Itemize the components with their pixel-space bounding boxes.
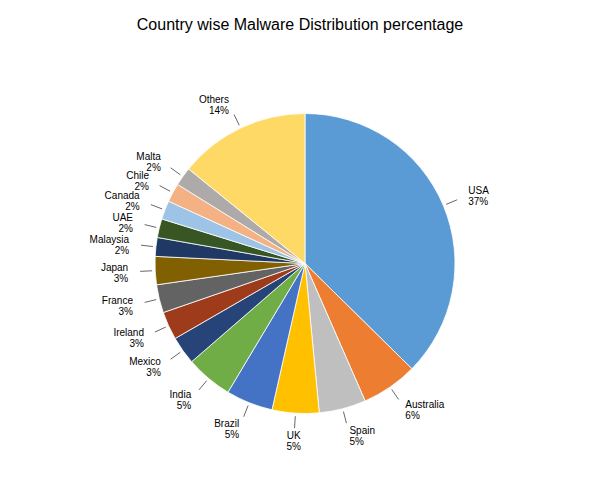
svg-text:India5%: India5% bbox=[170, 389, 192, 411]
svg-text:Canada2%: Canada2% bbox=[105, 190, 140, 212]
svg-text:Brazil5%: Brazil5% bbox=[214, 418, 239, 440]
svg-text:Spain5%: Spain5% bbox=[349, 425, 375, 447]
svg-text:Malaysia2%: Malaysia2% bbox=[90, 234, 130, 256]
html-text:Country wise Malware Distribut: Country wise Malware Distribution percen… bbox=[136, 16, 464, 33]
svg-text:Australia6%: Australia6% bbox=[405, 399, 444, 421]
svg-text:Mexico3%: Mexico3% bbox=[129, 356, 161, 378]
svg-text:Japan3%: Japan3% bbox=[101, 262, 128, 284]
svg-text:Ireland3%: Ireland3% bbox=[113, 327, 144, 349]
svg-text:Others14%: Others14% bbox=[199, 94, 229, 116]
svg-text:UAE2%: UAE2% bbox=[112, 212, 133, 234]
svg-text:France3%: France3% bbox=[102, 295, 134, 317]
svg-text:Chile2%: Chile2% bbox=[126, 170, 149, 192]
svg-text:USA37%: USA37% bbox=[468, 185, 489, 207]
svg-text:UK5%: UK5% bbox=[287, 430, 302, 452]
svg-text:Malta2%: Malta2% bbox=[136, 151, 161, 173]
